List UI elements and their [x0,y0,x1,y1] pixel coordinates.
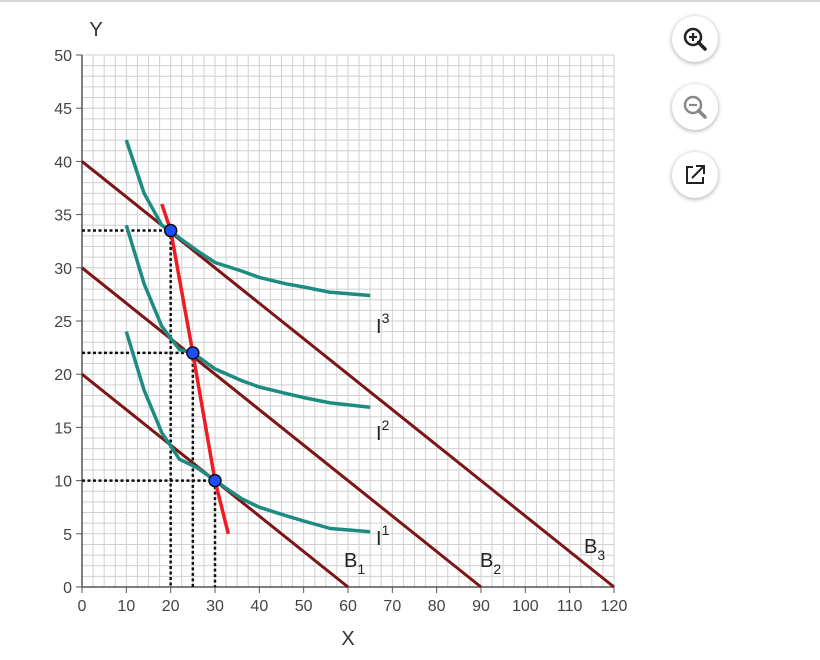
top-divider [0,0,820,2]
x-tick-label: 10 [117,598,135,615]
x-tick-label: 70 [383,598,401,615]
y-tick-label: 40 [54,154,72,171]
indifference-label-3: I3 [376,310,390,338]
x-tick-label: 100 [512,598,539,615]
indifference-curves [124,139,371,534]
y-tick-label: 45 [54,101,72,118]
y-tick-label: 35 [54,208,72,225]
y-tick-label: 50 [54,48,72,65]
budget-label-1: B1 [344,550,365,577]
y-tick-label: 20 [54,367,72,384]
open-external-button[interactable] [672,152,718,198]
curve-labels: B1 B2 B3 I1 I2 I3 [344,310,605,577]
indifference-curve-3 [124,139,371,298]
y-tick-label: 5 [63,527,72,544]
x-tick-label: 120 [601,598,628,615]
indifference-label-1: I1 [376,522,390,550]
equilibrium-point [163,223,178,238]
equilibrium-point [186,346,200,360]
x-tick-label: 20 [162,598,180,615]
zoom-out-icon [683,95,707,119]
indifference-curve-1 [124,331,371,534]
x-tick-label: 80 [428,598,446,615]
budget-line-2 [81,266,482,589]
y-tick-label: 0 [63,580,72,597]
x-tick-label: 50 [295,598,313,615]
x-tick-label: 40 [250,598,268,615]
x-tick-label: 110 [557,598,583,615]
x-tick-label: 30 [206,598,224,615]
y-tick-label: 10 [54,474,72,491]
y-tick-label: 30 [54,261,72,278]
equilibrium-point [208,473,222,488]
zoom-in-button[interactable] [672,16,718,62]
x-tick-label: 0 [78,598,87,615]
x-tick-label: 60 [339,598,357,615]
tick-labels: 0 10 20 30 40 50 60 70 80 90 100 110 120 0 5 10 15 20 25 30… [54,48,627,615]
indifference-label-2: I2 [376,417,390,445]
y-tick-label: 25 [54,314,72,331]
zoom-out-button[interactable] [672,84,718,130]
indifference-curve-2 [124,224,371,409]
budget-label-2: B2 [480,550,501,577]
zoom-in-icon [683,27,707,51]
equilibrium-points [163,223,222,488]
x-axis-title: X [341,628,354,650]
x-tick-label: 90 [472,598,490,615]
grid [81,54,615,588]
y-axis-title: Y [89,19,102,41]
budget-label-3: B3 [584,536,605,563]
y-tick-label: 15 [54,420,72,437]
open-external-icon [686,165,705,184]
